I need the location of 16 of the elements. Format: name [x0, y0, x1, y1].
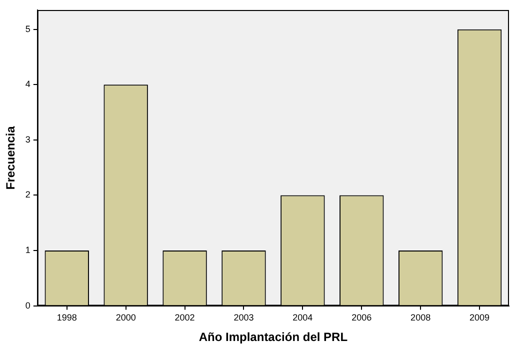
y-tick-label: 0: [25, 300, 30, 310]
y-axis-title: Frecuencia: [4, 126, 18, 190]
x-tick-label: 2008: [410, 312, 431, 323]
x-tick-label: 2003: [234, 312, 254, 323]
x-tick-label: 1998: [56, 312, 77, 323]
y-tick-label: 2: [25, 190, 30, 200]
y-tick-label: 4: [25, 79, 30, 90]
y-tick-label: 5: [25, 24, 30, 34]
x-tick-label: 2006: [352, 312, 372, 323]
y-tick-label: 1: [25, 244, 30, 255]
x-tick-label: 2009: [470, 312, 490, 323]
x-axis-title: Año Implantación del PRL: [198, 330, 348, 344]
x-tick-label: 2000: [116, 312, 136, 323]
x-tick-label: 2004: [292, 312, 313, 323]
y-tick-label: 3: [25, 134, 30, 144]
x-tick-label: 2002: [174, 312, 195, 323]
